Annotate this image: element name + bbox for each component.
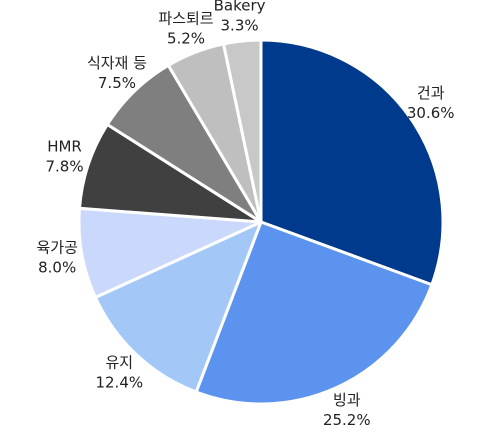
slice-label: HMR xyxy=(47,137,82,155)
slice-value-label: 8.0% xyxy=(38,259,76,277)
slice-label: 식자재 등 xyxy=(87,54,147,72)
slice-value-label: 3.3% xyxy=(221,17,259,35)
slice-value-label: 12.4% xyxy=(95,373,143,391)
slice-label: 유지 xyxy=(105,353,133,371)
slice-value-label: 30.6% xyxy=(407,104,455,122)
slice-label: 빙과 xyxy=(333,391,361,409)
pie-slice xyxy=(93,220,263,394)
slice-value-label: 25.2% xyxy=(323,411,371,429)
slice-label: 육가공 xyxy=(36,239,77,257)
pie-slice xyxy=(222,38,263,224)
pie-slice xyxy=(194,220,434,406)
pie-slice xyxy=(259,38,445,287)
slice-value-label: 5.2% xyxy=(167,30,205,48)
slice-label: 파스퇴르 xyxy=(158,10,213,28)
slice-label: Bakery xyxy=(214,0,266,15)
pie-slice xyxy=(77,206,263,299)
slice-value-label: 7.8% xyxy=(45,157,83,175)
slice-value-label: 7.5% xyxy=(98,74,136,92)
slice-label: 건과 xyxy=(417,84,445,102)
